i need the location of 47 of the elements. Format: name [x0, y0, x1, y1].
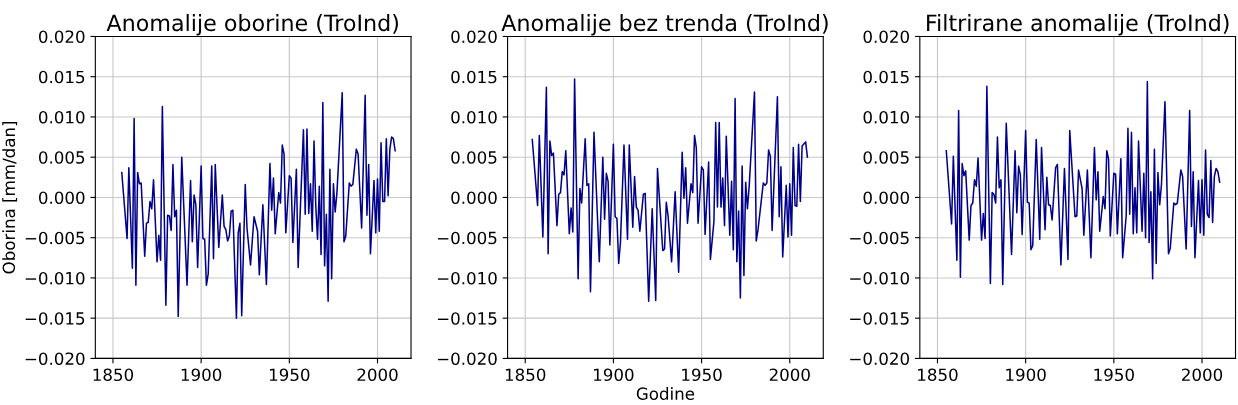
y-tick-label: −0.010: [25, 271, 85, 285]
y-tick-label: 0.010: [451, 110, 497, 124]
y-tick-label: 0.010: [38, 110, 85, 124]
line-series: [121, 92, 396, 319]
chart-title: Anomalije bez trenda (TroInd): [501, 14, 828, 36]
y-tick-label: 0.015: [863, 70, 909, 84]
y-tick-label: −0.005: [25, 231, 85, 245]
y-tick-label: 0.015: [451, 70, 497, 84]
x-tick-label: 2000: [1182, 368, 1223, 382]
y-tick-label: 0.010: [863, 110, 910, 124]
x-tick-label: 1850: [93, 368, 134, 382]
x-tick-label: 1900: [181, 368, 222, 382]
y-tick-label: 0.015: [38, 70, 85, 84]
x-tick-label: 1900: [1006, 368, 1046, 382]
y-tick-label: −0.005: [437, 231, 497, 245]
y-tick-label: 0.000: [863, 191, 910, 205]
y-tick-label: 0.005: [38, 151, 85, 164]
y-tick-label: 0.000: [451, 191, 497, 205]
y-axis-title: Oborina [mm/dan]: [2, 121, 18, 274]
chart-title: Filtrirane anomalije (TroInd): [927, 14, 1229, 36]
x-tick-label: 1950: [1094, 368, 1134, 382]
y-tick-label: −0.010: [437, 271, 497, 285]
y-tick-label: −0.020: [850, 352, 909, 365]
y-tick-label: 0.005: [451, 151, 497, 164]
y-tick-label: −0.010: [850, 271, 909, 285]
y-tick-label: −0.015: [850, 312, 909, 325]
y-tick-label: −0.015: [25, 312, 85, 325]
y-tick-label: 0.020: [38, 30, 85, 44]
x-tick-label: 1850: [918, 368, 958, 382]
y-tick-label: −0.015: [437, 312, 497, 325]
y-tick-label: 0.005: [863, 151, 909, 164]
y-tick-label: 0.020: [451, 30, 497, 44]
y-tick-label: −0.005: [850, 231, 909, 245]
y-tick-label: −0.020: [25, 352, 85, 365]
chart-title: Anomalije oborine (TroInd): [106, 14, 398, 36]
x-axis-title: Godine: [636, 387, 695, 400]
x-tick-label: 1850: [505, 368, 546, 382]
x-tick-label: 1950: [682, 368, 722, 382]
y-tick-label: 0.020: [863, 30, 910, 44]
x-tick-label: 2000: [357, 368, 398, 382]
line-series: [531, 78, 809, 303]
x-tick-label: 1950: [269, 368, 310, 382]
x-tick-label: 2000: [769, 368, 810, 382]
y-tick-label: −0.020: [437, 352, 497, 365]
line-series: [945, 80, 1221, 286]
x-tick-label: 1900: [594, 368, 634, 382]
y-tick-label: 0.000: [38, 191, 85, 205]
